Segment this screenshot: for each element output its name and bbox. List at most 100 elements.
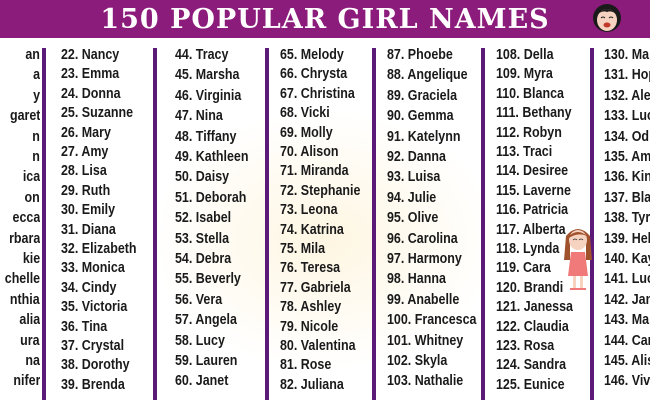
name-list-item: 93. Luisa	[387, 169, 441, 186]
name-list-item: 87. Phoebe	[387, 47, 453, 63]
name-list-item: 59. Lauren	[175, 353, 238, 369]
name-list-item: 44. Tracy	[175, 47, 229, 63]
name-column-5: 87. Phoebe 88. Angelique 89. Graciela 90. G…	[387, 0, 479, 400]
name-column-2: 22. Nancy 23. Emma 24. Donna 25. Suzanne 26.…	[61, 0, 151, 400]
name-list-item: 71. Miranda	[280, 163, 349, 180]
name-list-item: 33. Monica	[61, 260, 125, 277]
girl-in-pink-dress-icon	[564, 229, 592, 290]
name-list-item: 96. Carolina	[387, 230, 458, 247]
name-list-item: 146. Viv	[604, 373, 650, 390]
name-list-item: 123. Rosa	[496, 338, 555, 354]
name-list-item: 75. Mila	[280, 241, 326, 257]
name-list-item: ecca	[12, 210, 40, 227]
name-list-item: 115. Laverne	[496, 182, 571, 199]
name-list-item: 145. Alis	[604, 353, 650, 369]
name-list-item: 38. Dorothy	[61, 357, 130, 374]
name-list-item: a	[33, 67, 40, 84]
name-list-item: 82. Juliana	[280, 376, 344, 393]
name-list-item: 55. Beverly	[175, 271, 241, 288]
name-list-item: 79. Nicole	[280, 318, 339, 335]
name-list-item: 99. Anabelle	[387, 291, 460, 308]
name-list-item: 66. Chrysta	[280, 66, 348, 83]
name-list-item: ura	[20, 332, 40, 349]
name-list-item: 68. Vicki	[280, 105, 330, 122]
column-divider	[153, 48, 157, 400]
title-banner: 150 POPULAR GIRL NAMES	[0, 0, 650, 38]
name-list-item: 73. Leona	[280, 202, 338, 219]
name-list-item: 122. Claudia	[496, 318, 569, 335]
name-list-item: 109. Myra	[496, 66, 553, 83]
name-list-item: 101. Whitney	[387, 332, 464, 349]
girl-face-emoji-icon	[593, 4, 621, 32]
page-title: 150 POPULAR GIRL NAMES	[100, 4, 550, 35]
name-list-item: 46. Virginia	[175, 87, 242, 104]
column-divider	[372, 48, 376, 400]
name-list-item: 29. Ruth	[61, 182, 111, 199]
name-list-item: 39. Brenda	[61, 376, 125, 393]
name-list-item: 35. Victoria	[61, 299, 128, 316]
name-list-item: nthia	[10, 291, 40, 308]
name-list-item: 56. Vera	[175, 291, 223, 308]
name-list-item: garet	[9, 108, 40, 125]
name-list-item: ica	[22, 169, 40, 186]
name-list-item: 139. Hel	[604, 230, 650, 247]
name-list-item: 22. Nancy	[61, 47, 120, 63]
name-list-item: 111. Bethany	[496, 105, 572, 122]
name-list-item: n	[32, 149, 40, 165]
name-list-item: n	[32, 128, 40, 145]
name-list-item: 24. Donna	[61, 85, 121, 102]
background-watermark	[150, 110, 500, 370]
name-list-item: 141. Luc	[604, 271, 650, 288]
name-list-item: 103. Nathalie	[387, 373, 464, 390]
name-list-item: 142. Jan	[604, 291, 650, 308]
name-list-item: 26. Mary	[61, 124, 111, 141]
name-list-item: kie	[22, 251, 40, 267]
name-list-item: 25. Suzanne	[61, 105, 134, 122]
name-list-item: chelle	[4, 271, 40, 288]
name-list-item: 69. Molly	[280, 124, 333, 141]
name-list-item: 118. Lynda	[496, 241, 560, 257]
name-list-item: 91. Katelynn	[387, 128, 461, 145]
name-list-item: 28. Lisa	[61, 163, 107, 180]
name-column-6: 108. Della 109. Myra 110. Blanca 111. Betha…	[496, 0, 588, 400]
name-list-item: 95. Olive	[387, 210, 439, 227]
name-list-item: 78. Ashley	[280, 299, 342, 316]
name-list-item: 134. Od	[604, 128, 650, 145]
name-list-item: y	[33, 87, 40, 104]
name-list-item: alia	[19, 312, 40, 329]
name-list-item: 36. Tina	[61, 318, 108, 335]
name-column-1: an a y garet n n ica on ecca rbara kie chelle nthia a…	[0, 0, 40, 400]
name-list-item: 37. Crystal	[61, 338, 125, 354]
name-list-item: 130. Ma	[604, 47, 650, 63]
name-column-4: 65. Melody 66. Chrysta 67. Christina 68. Vi…	[280, 0, 372, 400]
name-list-item: 27. Amy	[61, 144, 109, 160]
name-list-item: 120. Brandi	[496, 279, 564, 296]
name-list-item: 108. Della	[496, 47, 554, 63]
column-divider	[265, 48, 269, 400]
name-list-item: 114. Desiree	[496, 163, 569, 180]
name-list-item: 135. Am	[604, 149, 650, 165]
name-list-item: 76. Teresa	[280, 260, 341, 277]
name-list-item: 52. Isabel	[175, 210, 232, 227]
name-list-item: 80. Valentina	[280, 338, 356, 354]
name-list-item: 77. Gabriela	[280, 279, 351, 296]
name-list-item: 50. Daisy	[175, 169, 230, 186]
column-divider	[481, 48, 485, 400]
name-list-item: 54. Debra	[175, 251, 232, 267]
name-list-item: 23. Emma	[61, 66, 120, 83]
name-list-item: 32. Elizabeth	[61, 241, 137, 257]
name-list-item: 60. Janet	[175, 373, 229, 390]
name-list-item: 131. Hop	[604, 67, 650, 84]
name-list-item: 70. Alison	[280, 144, 339, 160]
name-list-item: 88. Angelique	[387, 67, 468, 84]
name-list-item: 124. Sandra	[496, 357, 567, 374]
name-list-item: on	[24, 189, 40, 206]
name-list-item: 112. Robyn	[496, 124, 562, 141]
name-list-item: 58. Lucy	[175, 332, 225, 349]
name-list-item: 143. Ma	[604, 312, 650, 329]
name-list-item: 119. Cara	[496, 260, 551, 277]
name-list-item: 137. Bla	[604, 189, 650, 206]
name-list-item: 102. Skyla	[387, 353, 448, 369]
name-list-item: 133. Luc	[604, 108, 650, 125]
name-list-item: 138. Tyr	[604, 210, 650, 227]
